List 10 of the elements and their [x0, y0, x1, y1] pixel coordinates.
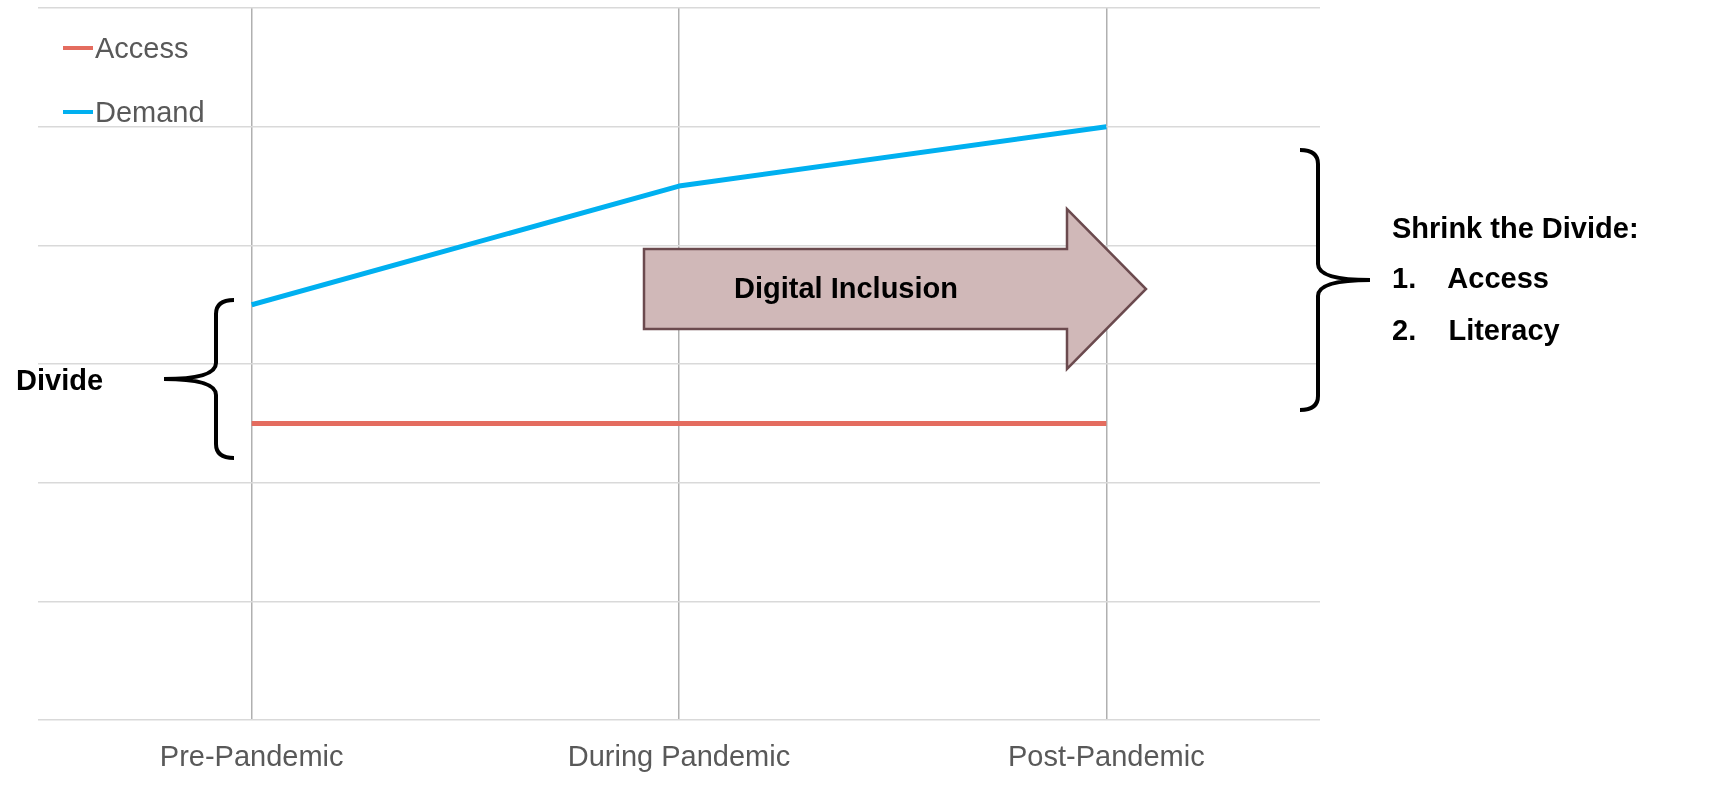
text: 1. Access — [1392, 262, 1549, 295]
legend-label: Demand — [95, 96, 205, 128]
text: 2. Literacy — [1392, 314, 1560, 347]
annotation: Digital Inclusion — [734, 272, 958, 305]
annotation: Divide — [16, 364, 104, 397]
x-tick-label: During Pandemic — [567, 739, 791, 772]
x-tick-label: Pre-Pandemic — [159, 739, 344, 772]
legend-label: Access — [95, 32, 189, 64]
x-tick-label: Post-Pandemic — [1008, 739, 1205, 772]
text: Shrink the Divide: — [1392, 212, 1639, 245]
